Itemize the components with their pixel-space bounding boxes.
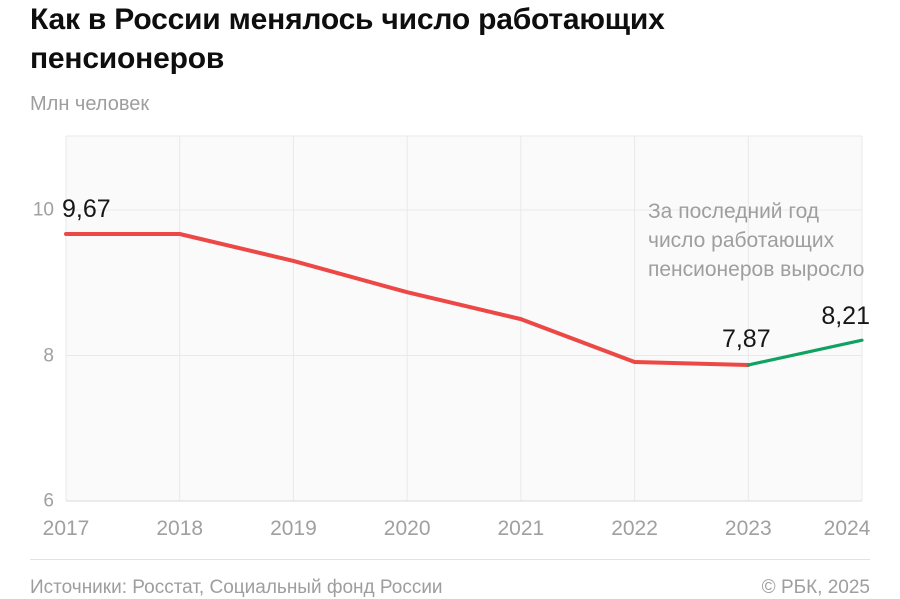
sources-text: Источники: Росстат, Социальный фонд Росс… <box>30 577 443 598</box>
copyright-text: © РБК, 2025 <box>761 577 870 598</box>
series-line-decline-2017-2023 <box>64 232 751 367</box>
chart-annotation: За последний год число работающих пенсио… <box>648 200 865 281</box>
plot-background <box>66 136 862 501</box>
footer-divider <box>30 559 870 560</box>
chart-title: Как в России менялось число работающих п… <box>30 3 665 75</box>
chart-unit-label: Млн человек <box>30 93 150 115</box>
series-line-growth-2023-2024 <box>746 338 864 367</box>
